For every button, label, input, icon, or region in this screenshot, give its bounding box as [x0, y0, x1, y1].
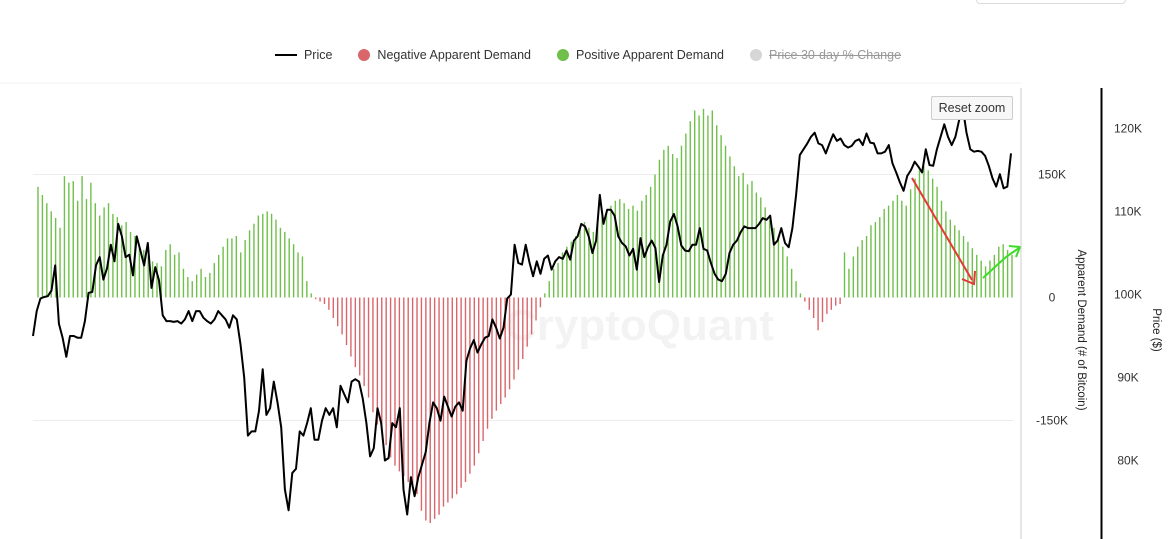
uptrend-arrowhead [1008, 245, 1022, 258]
grid-lines [33, 174, 1013, 421]
positive-demand-swatch [557, 49, 569, 61]
downtrend-arrowhead [961, 270, 976, 286]
chart-legend: Price Negative Apparent Demand Positive … [0, 44, 1176, 66]
price-tick-label: 120K [1114, 122, 1142, 136]
reset-zoom-button[interactable]: Reset zoom [931, 96, 1013, 120]
axes [0, 82, 1103, 539]
trend-arrows [911, 177, 1022, 286]
legend-label-price-change: Price 30-day % Change [769, 48, 902, 62]
legend-label-price: Price [303, 48, 333, 62]
legend-item-positive-demand[interactable]: Positive Apparent Demand [557, 48, 724, 62]
uptrend-arrow [982, 247, 1020, 279]
price-series [32, 106, 1012, 516]
price-axis-title: Price ($) [1150, 308, 1162, 352]
price-tick-label: 100K [1114, 288, 1142, 302]
demand-tick-label: 150K [1038, 168, 1066, 182]
downtrend-arrow [911, 177, 973, 281]
demand-bars [37, 108, 1013, 523]
watermark: CryptoQuant [505, 301, 774, 350]
demand-tick-label: -150K [1036, 414, 1068, 428]
price-line-swatch [274, 54, 297, 56]
demand-axis-title: Apparent Demand (# of Bitcoin) [1075, 249, 1087, 410]
demand-tick-label: 0 [1049, 291, 1056, 305]
price-tick-label: 110K [1114, 205, 1141, 219]
legend-item-negative-demand[interactable]: Negative Apparent Demand [358, 48, 531, 62]
price-change-swatch [750, 49, 763, 61]
legend-item-price[interactable]: Price [274, 48, 333, 62]
negative-demand-swatch [358, 49, 371, 61]
legend-label-positive-demand: Positive Apparent Demand [576, 48, 725, 62]
legend-item-price-change[interactable]: Price 30-day % Change [750, 48, 901, 62]
price-axis-ticks: 120K 110K 100K 90K 80K [1114, 122, 1142, 468]
price-line [32, 106, 1012, 516]
price-tick-label: 80K [1117, 454, 1138, 468]
legend-label-negative-demand: Negative Apparent Demand [377, 48, 531, 62]
price-tick-label: 90K [1117, 371, 1138, 385]
demand-axis-ticks: 150K 0 -150K [1036, 168, 1068, 428]
